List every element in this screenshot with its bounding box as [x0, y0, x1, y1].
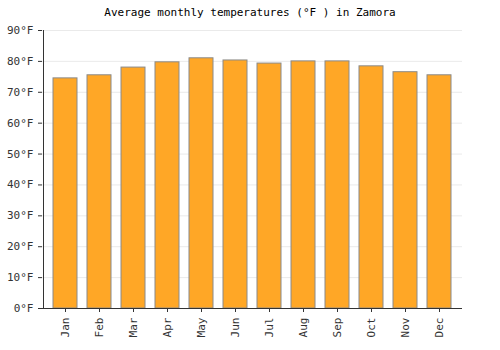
svg-text:80°F: 80°F [7, 55, 34, 68]
svg-text:Feb: Feb [93, 318, 106, 338]
svg-text:0°F: 0°F [14, 302, 34, 315]
svg-text:Jan: Jan [59, 318, 72, 338]
svg-text:20°F: 20°F [7, 240, 34, 253]
html-text:Average monthly temperatures (: Average monthly temperatures (°F ) in Za… [104, 6, 396, 19]
svg-text:40°F: 40°F [7, 178, 34, 191]
svg-text:60°F: 60°F [7, 117, 34, 130]
svg-text:Jul: Jul [263, 318, 276, 338]
svg-text:Sep: Sep [331, 318, 344, 338]
svg-text:Dec: Dec [433, 318, 446, 338]
svg-text:Oct: Oct [365, 318, 378, 338]
svg-text:50°F: 50°F [7, 148, 34, 161]
svg-text:70°F: 70°F [7, 86, 34, 99]
svg-text:May: May [195, 317, 208, 337]
svg-text:Apr: Apr [161, 317, 174, 337]
svg-text:30°F: 30°F [7, 209, 34, 222]
svg-text:Mar: Mar [127, 317, 140, 337]
svg-text:Jun: Jun [229, 318, 242, 338]
svg-text:Nov: Nov [399, 317, 412, 337]
svg-text:10°F: 10°F [7, 271, 34, 284]
svg-text:90°F: 90°F [7, 24, 34, 37]
svg-text:Aug: Aug [297, 318, 310, 338]
